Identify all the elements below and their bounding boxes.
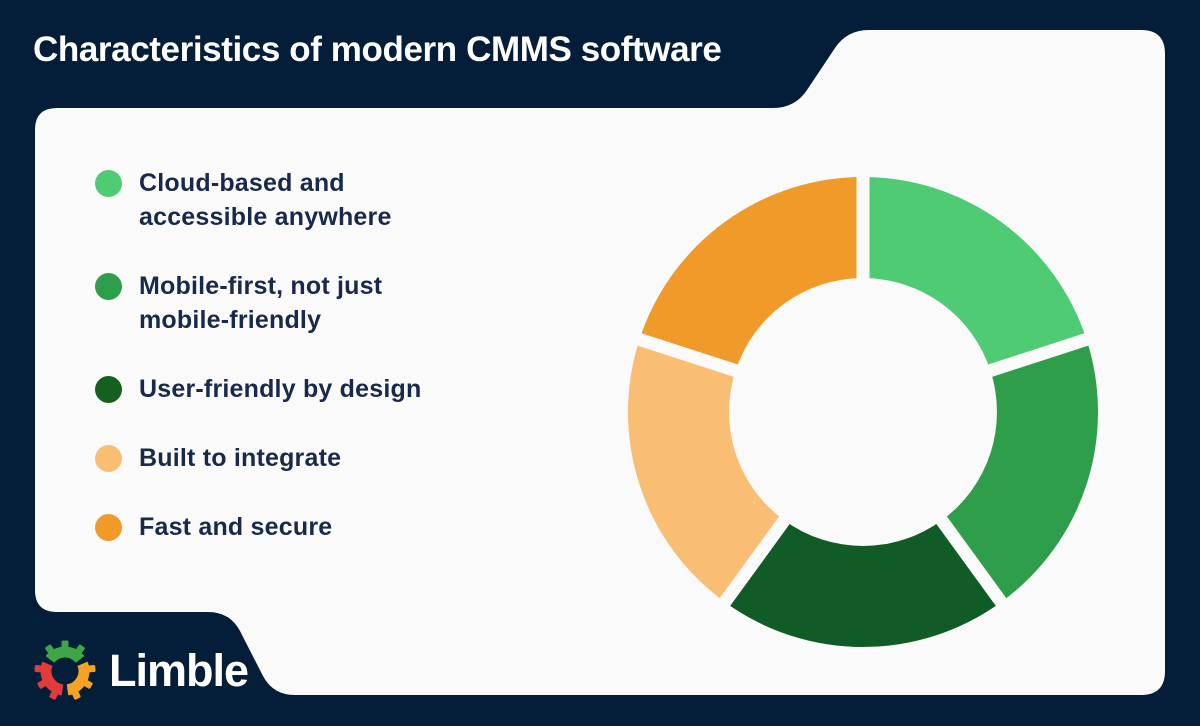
gear-hub <box>54 660 76 682</box>
donut-segment-2 <box>724 520 1002 647</box>
donut-gap <box>973 329 1100 382</box>
donut-segment-4 <box>639 177 863 371</box>
limble-gear-logo-icon <box>34 640 96 700</box>
legend-label: User-friendly by design <box>139 375 422 403</box>
legend-dot-green <box>95 273 122 300</box>
chart-legend: Cloud-based and accessible anywhere Mobi… <box>95 166 525 579</box>
legend-label: Mobile-first, not just mobile-friendly <box>139 272 383 334</box>
donut-segment-0 <box>863 177 1087 371</box>
donut-chart-svg <box>626 165 1100 647</box>
legend-dot-dark-green <box>95 376 122 403</box>
donut-segment-1 <box>941 339 1098 603</box>
brand-footer: Limble <box>33 639 249 703</box>
gear-ring <box>40 646 90 696</box>
donut-segment-3 <box>628 339 785 603</box>
donut-gap <box>712 503 799 616</box>
legend-label: Cloud-based and accessible anywhere <box>139 169 392 231</box>
donut-gap <box>626 329 753 382</box>
legend-dot-light-green <box>95 170 122 197</box>
legend-dot-orange <box>95 514 122 541</box>
legend-item-fast-and-secure: Fast and secure <box>95 510 525 544</box>
legend-item-user-friendly: User-friendly by design <box>95 372 525 406</box>
brand-wordmark: Limble <box>109 645 249 696</box>
legend-item-built-to-integrate: Built to integrate <box>95 441 525 475</box>
page-title: Characteristics of modern CMMS software <box>33 30 722 69</box>
legend-label: Fast and secure <box>139 513 333 541</box>
legend-item-cloud-based: Cloud-based and accessible anywhere <box>95 166 525 234</box>
legend-dot-light-orange <box>95 445 122 472</box>
legend-label: Built to integrate <box>139 444 342 472</box>
donut-gap <box>927 503 1014 616</box>
legend-item-mobile-first: Mobile-first, not just mobile-friendly <box>95 269 525 337</box>
donut-chart <box>613 162 1113 662</box>
